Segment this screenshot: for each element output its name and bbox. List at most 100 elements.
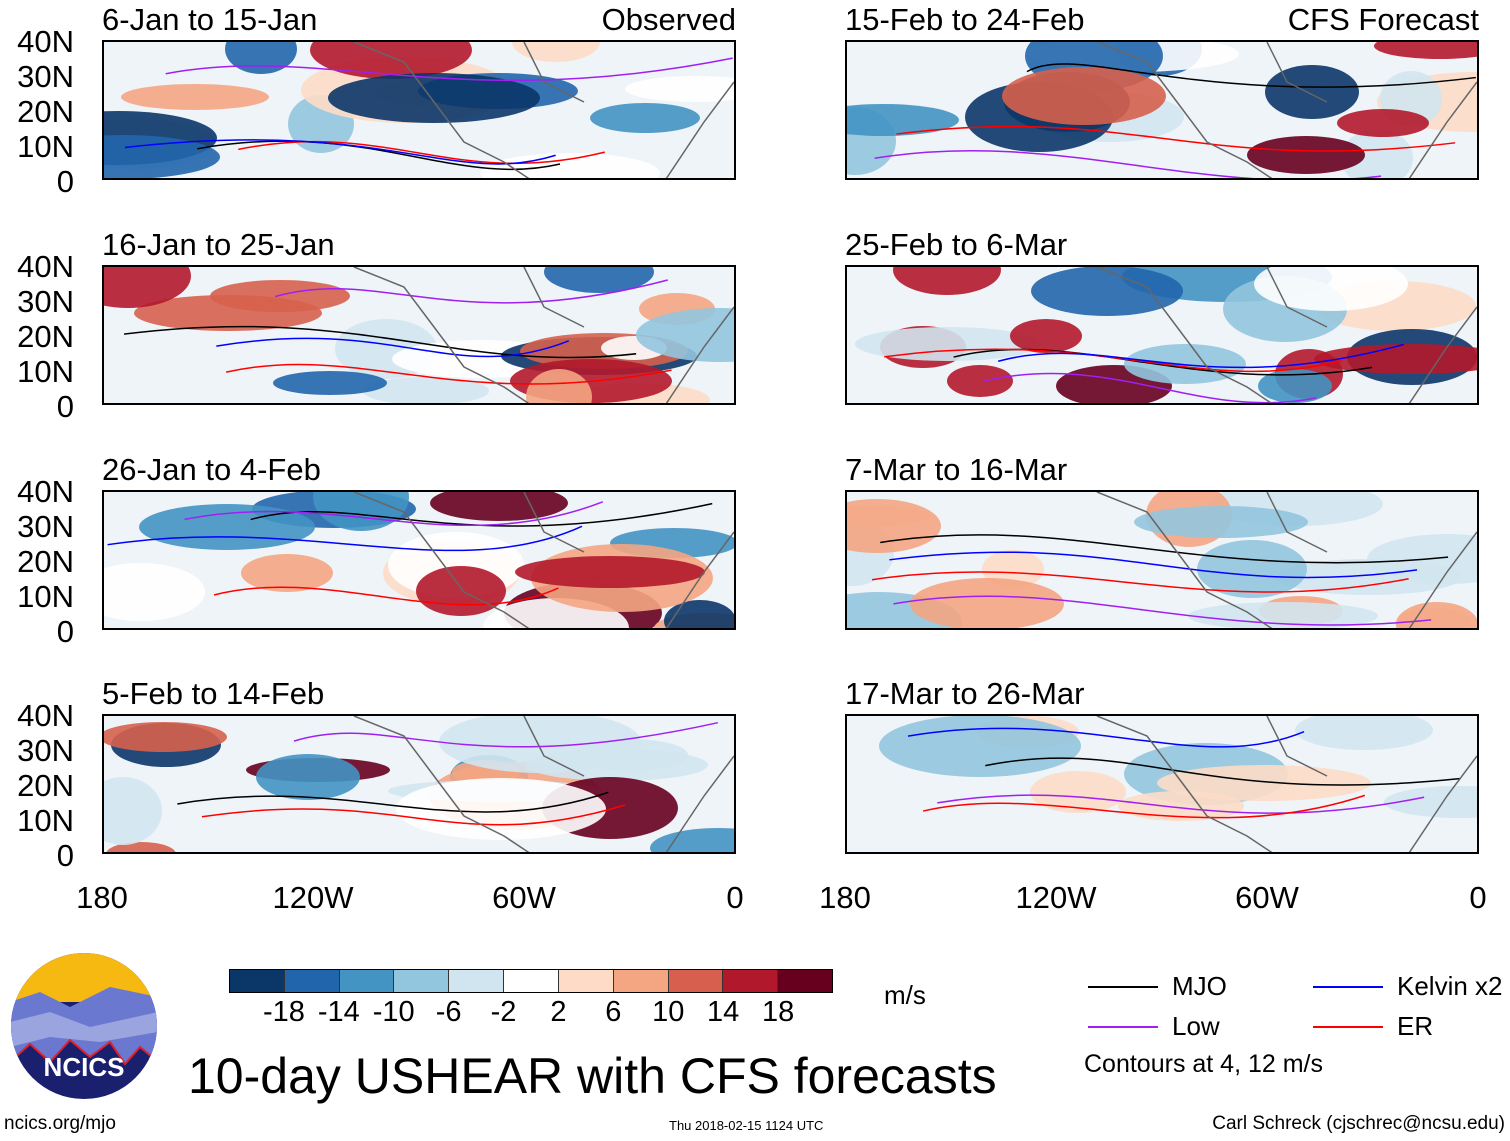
shear-anomaly-area xyxy=(1258,369,1332,403)
contour-line xyxy=(874,149,1382,178)
x-tick-label: 60W xyxy=(492,880,556,915)
shear-anomaly-area xyxy=(241,554,333,592)
colorbar-label: 14 xyxy=(707,996,740,1028)
y-tick-label: 30N xyxy=(17,733,74,768)
map-panel xyxy=(845,265,1479,405)
shear-anomaly-area xyxy=(847,104,959,136)
shear-anomaly-area xyxy=(363,377,489,403)
contour-line xyxy=(937,794,1425,814)
shear-anomaly-area xyxy=(310,42,472,79)
y-tick-label: 0 xyxy=(56,389,74,424)
shear-anomaly-area xyxy=(1134,506,1308,538)
shear-anomaly-area xyxy=(625,76,734,102)
colorbar-swatch xyxy=(394,970,450,992)
shear-anomaly-area xyxy=(893,267,1001,295)
panel-title: 26-Jan to 4-Feb xyxy=(102,452,321,487)
shear-anomaly-area xyxy=(104,135,220,178)
contour-line xyxy=(907,727,1305,748)
shear-anomaly-area xyxy=(104,563,205,621)
y-tick-label: 40N xyxy=(17,24,74,59)
shear-anomaly-area xyxy=(1031,267,1183,316)
colorbar-label: -18 xyxy=(262,996,305,1028)
logo-text: NCICS xyxy=(44,1052,125,1082)
colorbar-swatch xyxy=(449,970,505,992)
y-tick-label: 0 xyxy=(56,614,74,649)
shear-anomaly-area xyxy=(1010,319,1082,353)
contour-line xyxy=(274,279,668,304)
legend-label: Low xyxy=(1172,1011,1220,1041)
contour-line xyxy=(213,586,559,606)
map-panel xyxy=(845,714,1479,854)
contour-line xyxy=(177,791,609,813)
x-tick-label: 0 xyxy=(726,880,744,915)
shear-anomaly-area xyxy=(416,566,506,616)
figure-title: 10-day USHEAR with CFS forecasts xyxy=(188,1048,997,1104)
legend-line xyxy=(1313,986,1383,988)
contour-line xyxy=(201,804,626,826)
panel-source-label: CFS Forecast xyxy=(1287,2,1479,37)
shear-anomaly-area xyxy=(879,716,1081,777)
coastline xyxy=(353,492,734,628)
shear-anomaly-area xyxy=(1030,771,1126,813)
legend-line xyxy=(1313,1026,1383,1028)
shear-anomaly-area xyxy=(273,371,387,395)
shear-anomaly-area xyxy=(1396,602,1477,628)
y-tick-label: 20N xyxy=(17,768,74,803)
shear-anomaly-area xyxy=(1295,716,1433,750)
shear-anomaly-area xyxy=(104,777,162,845)
panel-title: 6-Jan to 15-Jan xyxy=(102,2,318,37)
footer-timestamp: Thu 2018-02-15 1124 UTC xyxy=(669,1118,824,1133)
shear-anomaly-area xyxy=(313,492,409,531)
contour-line xyxy=(896,125,1456,152)
coastline xyxy=(1096,267,1477,403)
contour-line xyxy=(884,348,1343,373)
panel-title: 15-Feb to 24-Feb xyxy=(845,2,1085,37)
panel-title: 7-Mar to 16-Mar xyxy=(845,452,1068,487)
map-panel xyxy=(102,40,736,180)
shear-anomaly-area xyxy=(515,556,705,588)
coastline xyxy=(353,716,734,852)
shear-anomaly-area xyxy=(1254,267,1408,311)
colorbar-swatch xyxy=(613,970,669,992)
y-tick-label: 10N xyxy=(17,579,74,614)
shear-anomaly-area xyxy=(1157,765,1371,801)
colorbar-label: -6 xyxy=(435,996,462,1028)
shear-anomaly-area xyxy=(139,504,315,550)
contour-line xyxy=(123,325,637,359)
y-tick-label: 0 xyxy=(56,164,74,199)
map-panel xyxy=(845,40,1479,180)
shear-anomaly-area xyxy=(1124,344,1246,384)
coastline xyxy=(1096,492,1477,628)
contour-line xyxy=(226,363,672,385)
shear-anomaly-area xyxy=(1188,602,1378,628)
contour-line xyxy=(997,343,1405,369)
y-tick-label: 40N xyxy=(17,698,74,733)
shear-anomaly-area xyxy=(1384,786,1477,818)
x-tick-label: 60W xyxy=(1235,880,1299,915)
contour-note: Contours at 4, 12 m/s xyxy=(1084,1050,1324,1078)
y-tick-label: 40N xyxy=(17,249,74,284)
legend-line xyxy=(1088,1026,1158,1028)
colorbar-swatch xyxy=(339,970,395,992)
panel-title: 17-Mar to 26-Mar xyxy=(845,676,1085,711)
x-tick-label: 180 xyxy=(819,880,871,915)
colorbar-label: 18 xyxy=(761,996,795,1028)
y-tick-label: 30N xyxy=(17,59,74,94)
shear-anomaly-area xyxy=(328,73,540,123)
colorbar-swatch xyxy=(504,970,559,992)
shear-anomaly-area xyxy=(121,84,269,110)
shear-anomaly-area xyxy=(590,103,700,133)
colorbar-swatch xyxy=(284,970,340,992)
shear-anomaly-area xyxy=(430,492,568,521)
y-tick-label: 30N xyxy=(17,284,74,319)
map-panel xyxy=(102,714,736,854)
shear-anomaly-area xyxy=(1002,67,1166,125)
y-tick-label: 30N xyxy=(17,509,74,544)
colorbar-label: -10 xyxy=(372,996,415,1028)
shear-anomaly-area xyxy=(526,749,708,781)
shear-anomaly-area xyxy=(544,267,654,293)
shear-anomaly-area xyxy=(910,578,1064,628)
shear-anomaly-area xyxy=(104,267,191,308)
x-tick-label: 120W xyxy=(1015,880,1097,915)
contour-line xyxy=(893,595,1432,626)
